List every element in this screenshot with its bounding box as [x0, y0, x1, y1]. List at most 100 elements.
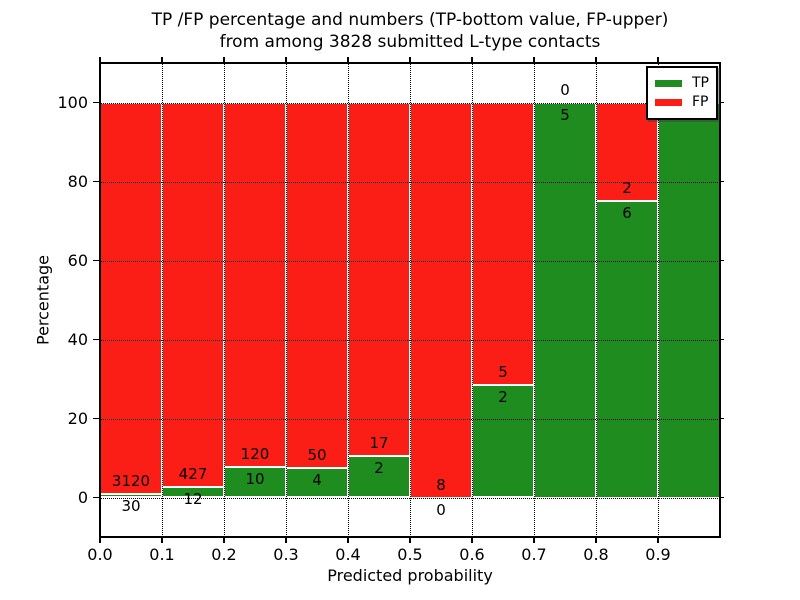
y-tick-mark-right	[720, 496, 724, 499]
chart-title: TP /FP percentage and numbers (TP-bottom…	[100, 9, 720, 53]
y-tick-mark-right	[720, 259, 724, 262]
axis-spine-left	[99, 62, 101, 538]
gridline-vertical	[224, 63, 225, 537]
gridline-horizontal	[100, 418, 720, 420]
fp-count-label: 17	[369, 433, 389, 452]
bar-segment-fp	[410, 102, 472, 498]
y-tick-mark	[93, 417, 100, 420]
tp-count-label: 2	[498, 387, 508, 406]
x-tick-label: 0.8	[583, 545, 609, 564]
legend-label-tp: TP	[692, 75, 709, 91]
fp-count-label: 3120	[111, 471, 151, 490]
y-tick-label: 0	[77, 487, 88, 507]
gridline-vertical	[348, 63, 349, 537]
y-tick-mark	[93, 101, 100, 104]
bar-segment-fp	[286, 102, 348, 469]
x-axis-label: Predicted probability	[327, 566, 493, 585]
legend-entry-fp: FP	[655, 94, 709, 111]
tp-count-label: 10	[245, 470, 265, 489]
y-tick-mark-right	[720, 101, 724, 104]
y-tick-mark	[93, 259, 100, 262]
x-tick-mark	[161, 537, 163, 543]
x-tick-mark-top	[161, 57, 163, 63]
bar-segment-fp	[100, 102, 162, 494]
x-tick-mark-top	[657, 57, 659, 63]
x-tick-label: 0.1	[149, 545, 175, 564]
x-tick-label: 0.6	[459, 545, 485, 564]
x-tick-mark	[595, 537, 597, 543]
gridline-vertical	[286, 63, 287, 537]
tp-count-label: 30	[121, 496, 141, 515]
gridline-horizontal	[100, 339, 720, 341]
bar-segment-tp	[224, 467, 286, 498]
fp-count-label: 0	[560, 80, 570, 99]
x-tick-mark-top	[223, 57, 225, 63]
legend-swatch-fp-icon	[655, 99, 682, 106]
bar-segment-tp	[658, 102, 720, 498]
x-tick-label: 0.9	[645, 545, 671, 564]
gridline-vertical	[534, 63, 535, 537]
y-tick-mark	[93, 496, 100, 499]
gridline-horizontal	[100, 497, 720, 499]
tp-count-label: 0	[436, 500, 446, 519]
y-axis-label: Percentage	[33, 254, 53, 346]
x-tick-mark	[223, 537, 225, 543]
chart-title-line1: TP /FP percentage and numbers (TP-bottom…	[151, 10, 669, 30]
x-tick-mark-top	[99, 57, 101, 63]
x-tick-mark	[409, 537, 411, 543]
y-tick-label: 100	[57, 92, 88, 112]
x-tick-label: 0.3	[273, 545, 299, 564]
x-tick-mark	[285, 537, 287, 543]
tp-count-label: 2	[374, 458, 384, 477]
x-tick-mark-top	[285, 57, 287, 63]
tp-count-label: 5	[560, 105, 570, 124]
fp-count-label: 50	[307, 446, 327, 465]
x-tick-label: 0.0	[87, 545, 113, 564]
bar-segment-tp	[596, 201, 658, 498]
fp-count-label: 5	[498, 362, 508, 381]
x-tick-label: 0.4	[335, 545, 361, 564]
gridline-vertical	[410, 63, 411, 537]
y-tick-label: 60	[67, 250, 88, 270]
tp-count-label: 12	[183, 489, 203, 508]
x-tick-mark	[657, 537, 659, 543]
x-tick-mark-top	[595, 57, 597, 63]
gridline-vertical	[596, 63, 597, 537]
y-tick-mark-right	[720, 180, 724, 183]
x-tick-mark	[347, 537, 349, 543]
gridline-horizontal	[100, 181, 720, 183]
fp-count-label: 8	[436, 475, 446, 494]
x-tick-mark	[471, 537, 473, 543]
gridline-horizontal	[100, 102, 720, 104]
x-tick-mark-top	[533, 57, 535, 63]
tp-count-label: 6	[622, 204, 632, 223]
bar-segment-fp	[224, 102, 286, 468]
x-tick-label: 0.2	[211, 545, 237, 564]
x-tick-mark	[99, 537, 101, 543]
x-tick-mark-top	[347, 57, 349, 63]
y-tick-mark	[93, 180, 100, 183]
fp-count-label: 427	[178, 464, 208, 483]
bar-segment-fp	[162, 102, 224, 487]
y-tick-label: 40	[67, 329, 88, 349]
legend: TP FP	[646, 66, 718, 120]
bar-segment-fp	[472, 102, 534, 385]
x-tick-mark-top	[409, 57, 411, 63]
legend-label-fp: FP	[692, 94, 709, 110]
legend-entry-tp: TP	[655, 75, 709, 92]
bar-segment-fp	[348, 102, 410, 456]
fp-count-label: 2	[622, 179, 632, 198]
x-tick-mark	[533, 537, 535, 543]
x-tick-label: 0.5	[397, 545, 423, 564]
bar-segment-tp	[472, 384, 534, 498]
gridline-vertical	[162, 63, 163, 537]
y-tick-mark-right	[720, 417, 724, 420]
y-tick-mark	[93, 338, 100, 341]
chart-title-line2: from among 3828 submitted L-type contact…	[219, 32, 601, 52]
fp-count-label: 120	[240, 445, 270, 464]
gridline-vertical	[472, 63, 473, 537]
x-tick-label: 0.7	[521, 545, 547, 564]
legend-swatch-tp-icon	[655, 80, 682, 87]
y-tick-label: 20	[67, 408, 88, 428]
